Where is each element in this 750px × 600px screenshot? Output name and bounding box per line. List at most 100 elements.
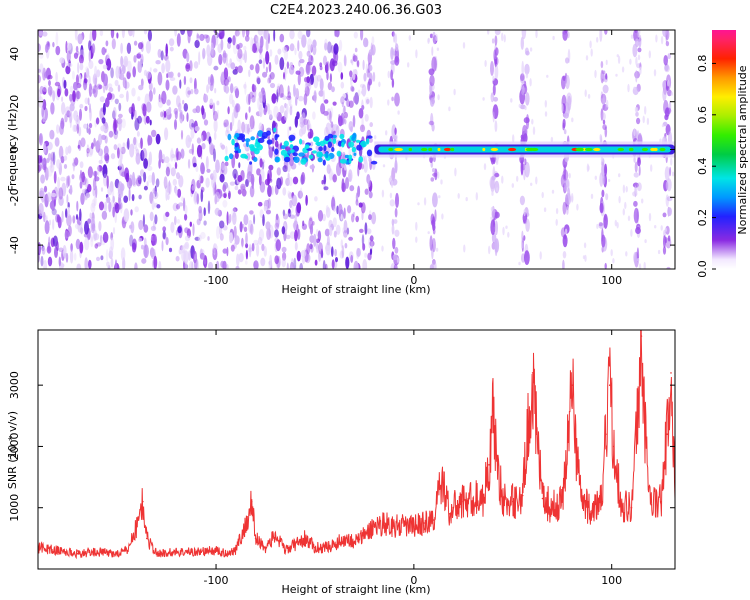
spectrogram-cell: [91, 223, 96, 232]
spectrogram-cell: [47, 74, 53, 80]
spectrogram-cell: [61, 96, 64, 102]
snr-y-axis-label: SNR (10 * v/v): [6, 411, 19, 489]
spectrogram-cell: [237, 175, 243, 183]
spectrogram-cell: [77, 33, 83, 45]
spectrogram-cell: [392, 254, 398, 261]
spectrogram-cell: [225, 119, 230, 133]
spectrogram-cell: [494, 238, 500, 253]
spectrogram-cell: [603, 213, 608, 229]
spectrogram-cell: [87, 166, 93, 179]
spectrogram-cell: [120, 55, 124, 67]
spectrogram-cell: [183, 103, 188, 112]
spectrogram-cell: [582, 255, 586, 260]
spectrogram-cell: [163, 176, 168, 189]
colorbar-tick-label: 0.0: [696, 260, 709, 278]
spectrogram-cell: [625, 186, 628, 193]
spectrogram-cell: [315, 243, 319, 249]
spectrogram-cell: [222, 50, 227, 64]
spectrogram-cell: [263, 246, 267, 257]
spectrogram-cell: [492, 83, 496, 96]
spectrogram-cell: [52, 151, 56, 166]
snr-data-point: [452, 506, 455, 509]
spectrogram-cell: [110, 153, 116, 160]
spectrogram-cell: [364, 188, 369, 195]
spectrogram-cell: [666, 178, 672, 192]
spectrogram-cell: [627, 215, 631, 222]
spectrogram-cell: [330, 106, 334, 118]
spectrogram-cell: [250, 223, 254, 235]
spectrogram-cell: [89, 212, 93, 219]
spectrogram-cell: [177, 72, 181, 78]
spectrogram-cell: [605, 73, 608, 80]
spectrogram-cell: [288, 65, 295, 75]
spectrogram-cell: [201, 143, 206, 150]
spectrogram-cell: [565, 192, 572, 206]
spectrogram-cell: [112, 195, 115, 203]
spectrogram-cell: [259, 158, 263, 168]
spectrogram-cell: [297, 30, 303, 40]
spectrogram-cell: [215, 159, 220, 174]
spectrogram-cell: [88, 49, 92, 63]
spectrogram-cell: [564, 228, 568, 234]
spectrogram-cell: [55, 31, 59, 46]
spectrogram-cell: [541, 191, 544, 199]
spectrogram-cell: [368, 137, 373, 143]
spectrogram-cell: [260, 257, 266, 267]
spectrogram-cell: [290, 149, 295, 154]
snr-data-point: [571, 384, 573, 387]
spectrogram-cell: [392, 237, 396, 250]
spectrogram-cell: [229, 93, 234, 105]
spectrogram-cell: [335, 224, 341, 235]
spectrogram-cell: [114, 119, 119, 129]
carrier-peak: [482, 147, 486, 152]
spectrogram-cell: [112, 106, 117, 120]
spectrogram-cell: [435, 33, 438, 42]
spectrogram-cell: [415, 49, 418, 59]
spectrogram-cell: [612, 258, 615, 264]
spectrogram-cell: [333, 43, 339, 55]
spectrogram-cell: [222, 248, 228, 254]
spectrogram-cell: [298, 128, 304, 137]
spectrogram-cell: [140, 244, 145, 250]
snr-data-point: [195, 551, 198, 553]
snr-data-point: [482, 497, 484, 500]
spectrogram-cell: [519, 195, 526, 206]
spectrogram-y-axis-label: Frequency (Hz): [6, 109, 19, 192]
snr-data-point: [581, 500, 583, 503]
spectrogram-cell: [670, 157, 673, 166]
spectrogram-cell: [353, 31, 358, 39]
spectrogram-cell: [143, 224, 149, 233]
spectrogram-cell: [598, 222, 605, 229]
spectrogram-cell: [309, 223, 314, 235]
spectrogram-cell: [67, 206, 70, 217]
spectrogram-cell: [176, 33, 181, 47]
spectrogram-cell: [184, 205, 188, 215]
spectrogram-cell: [85, 66, 89, 73]
spectrogram-cell: [182, 197, 186, 212]
spectrogram-cell: [246, 171, 253, 183]
spectrogram-cell: [127, 137, 130, 150]
spectrogram-cell: [44, 216, 48, 221]
spectrogram-cell: [99, 96, 105, 103]
spectrogram-cell: [203, 119, 209, 126]
spectrogram-cell: [79, 62, 84, 71]
spectrogram-cell: [83, 78, 88, 84]
spectrogram-cell: [260, 35, 264, 49]
spectrogram-cell: [66, 214, 72, 227]
spectrogram-x-ticks: -100 0 100: [204, 30, 622, 287]
spectrogram-cell: [348, 236, 353, 241]
spectrogram-cell: [248, 106, 251, 113]
spectrogram-cell: [262, 57, 266, 69]
spectrogram-cell: [274, 255, 280, 265]
spectrogram-cell: [390, 69, 393, 81]
spectrogram-cell: [436, 47, 440, 51]
spectrogram-cell: [103, 173, 108, 187]
spectrogram-cell: [274, 229, 279, 238]
spectrogram-cell: [329, 110, 332, 123]
spectrogram-cell: [268, 164, 274, 171]
spectrogram-cell: [269, 82, 276, 89]
spectrogram-cell: [110, 67, 114, 79]
spectrogram-cell: [248, 69, 251, 78]
spectrogram-cell: [240, 185, 246, 192]
spectrogram-cell: [555, 218, 558, 226]
